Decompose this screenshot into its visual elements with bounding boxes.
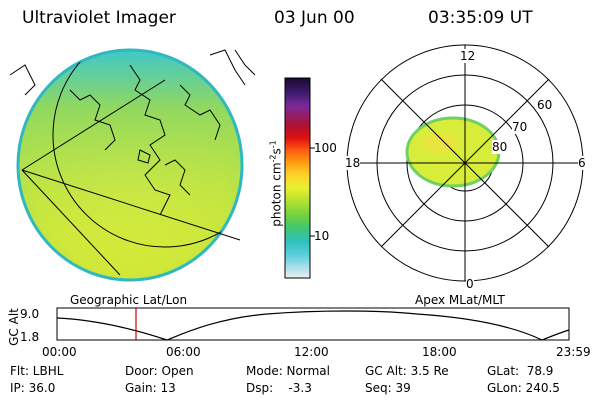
- lat-label-60: 60: [537, 98, 553, 112]
- timeline-x-tick-1: 06:00: [166, 345, 201, 359]
- mlt-label-12: 12: [460, 49, 476, 63]
- lat-label-70: 70: [512, 120, 528, 134]
- mlt-label-18: 18: [345, 156, 361, 170]
- status-mode: Mode: Normal: [246, 364, 330, 378]
- geographic-image-panel: [9, 48, 256, 282]
- timeline-plot: [56, 307, 570, 341]
- coastline-overlay: [69, 64, 221, 216]
- instrument-title: Ultraviolet Imager: [22, 8, 176, 28]
- status-ip: IP: 36.0: [10, 381, 56, 395]
- status-door: Door: Open: [125, 364, 194, 378]
- colorbar: [284, 77, 315, 279]
- timeline-x-tick-4: 23:59: [556, 345, 591, 359]
- unit-exp2: -1: [268, 140, 278, 149]
- status-gc-alt: GC Alt: 3.5 Re: [365, 364, 449, 378]
- polar-panel-label: Apex MLat/MLT: [415, 293, 505, 307]
- unit-s: s: [269, 148, 284, 155]
- colorbar-tick-10: 10: [314, 229, 330, 243]
- colorbar-tick-100: 100: [314, 141, 337, 155]
- timeline-y-tick-bottom: 1.8: [20, 330, 40, 344]
- timeline-x-tick-0: 00:00: [42, 345, 77, 359]
- date-readout: 03 Jun 00: [274, 8, 355, 28]
- timeline-y-tick-top: 9.0: [20, 307, 40, 321]
- timeline-y-label: GC Alt: [7, 308, 21, 346]
- uv-image-disk: [16, 48, 244, 282]
- polar-plot: [346, 44, 584, 282]
- time-readout: 03:35:09 UT: [428, 8, 533, 28]
- status-glon: GLon: 240.5: [487, 381, 560, 395]
- timeline-x-tick-2: 12:00: [294, 345, 329, 359]
- status-seq: Seq: 39: [365, 381, 411, 395]
- geographic-panel-label: Geographic Lat/Lon: [70, 293, 188, 307]
- status-filter: Flt: LBHL: [10, 364, 64, 378]
- mlt-label-6: 6: [578, 156, 586, 170]
- colorbar-unit-label: photon cm-2s-1: [269, 104, 284, 264]
- auroral-oval: [405, 116, 501, 188]
- timeline-x-tick-3: 18:00: [422, 345, 457, 359]
- mlt-label-0: 0: [466, 277, 474, 291]
- status-dsp: Dsp: -3.3: [246, 381, 312, 395]
- grid-overlay: [9, 49, 256, 276]
- lat-label-80: 80: [492, 140, 508, 154]
- altitude-curve: [56, 310, 570, 341]
- unit-text: photon cm: [269, 162, 284, 227]
- status-glat: GLat: 78.9: [487, 364, 554, 378]
- unit-exp1: -2: [268, 154, 278, 163]
- status-gain: Gain: 13: [125, 381, 176, 395]
